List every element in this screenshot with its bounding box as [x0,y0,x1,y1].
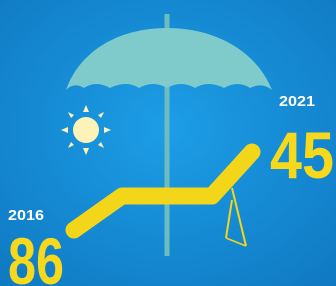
year-label: 2016 [8,207,44,224]
value-label: 45 [270,118,334,192]
year-label: 2021 [279,93,315,110]
infographic: 2021 45 2016 86 [0,0,336,286]
value-label: 86 [8,224,64,286]
page: {"items": [{"year": "2021", "value": 45}… [0,0,336,286]
